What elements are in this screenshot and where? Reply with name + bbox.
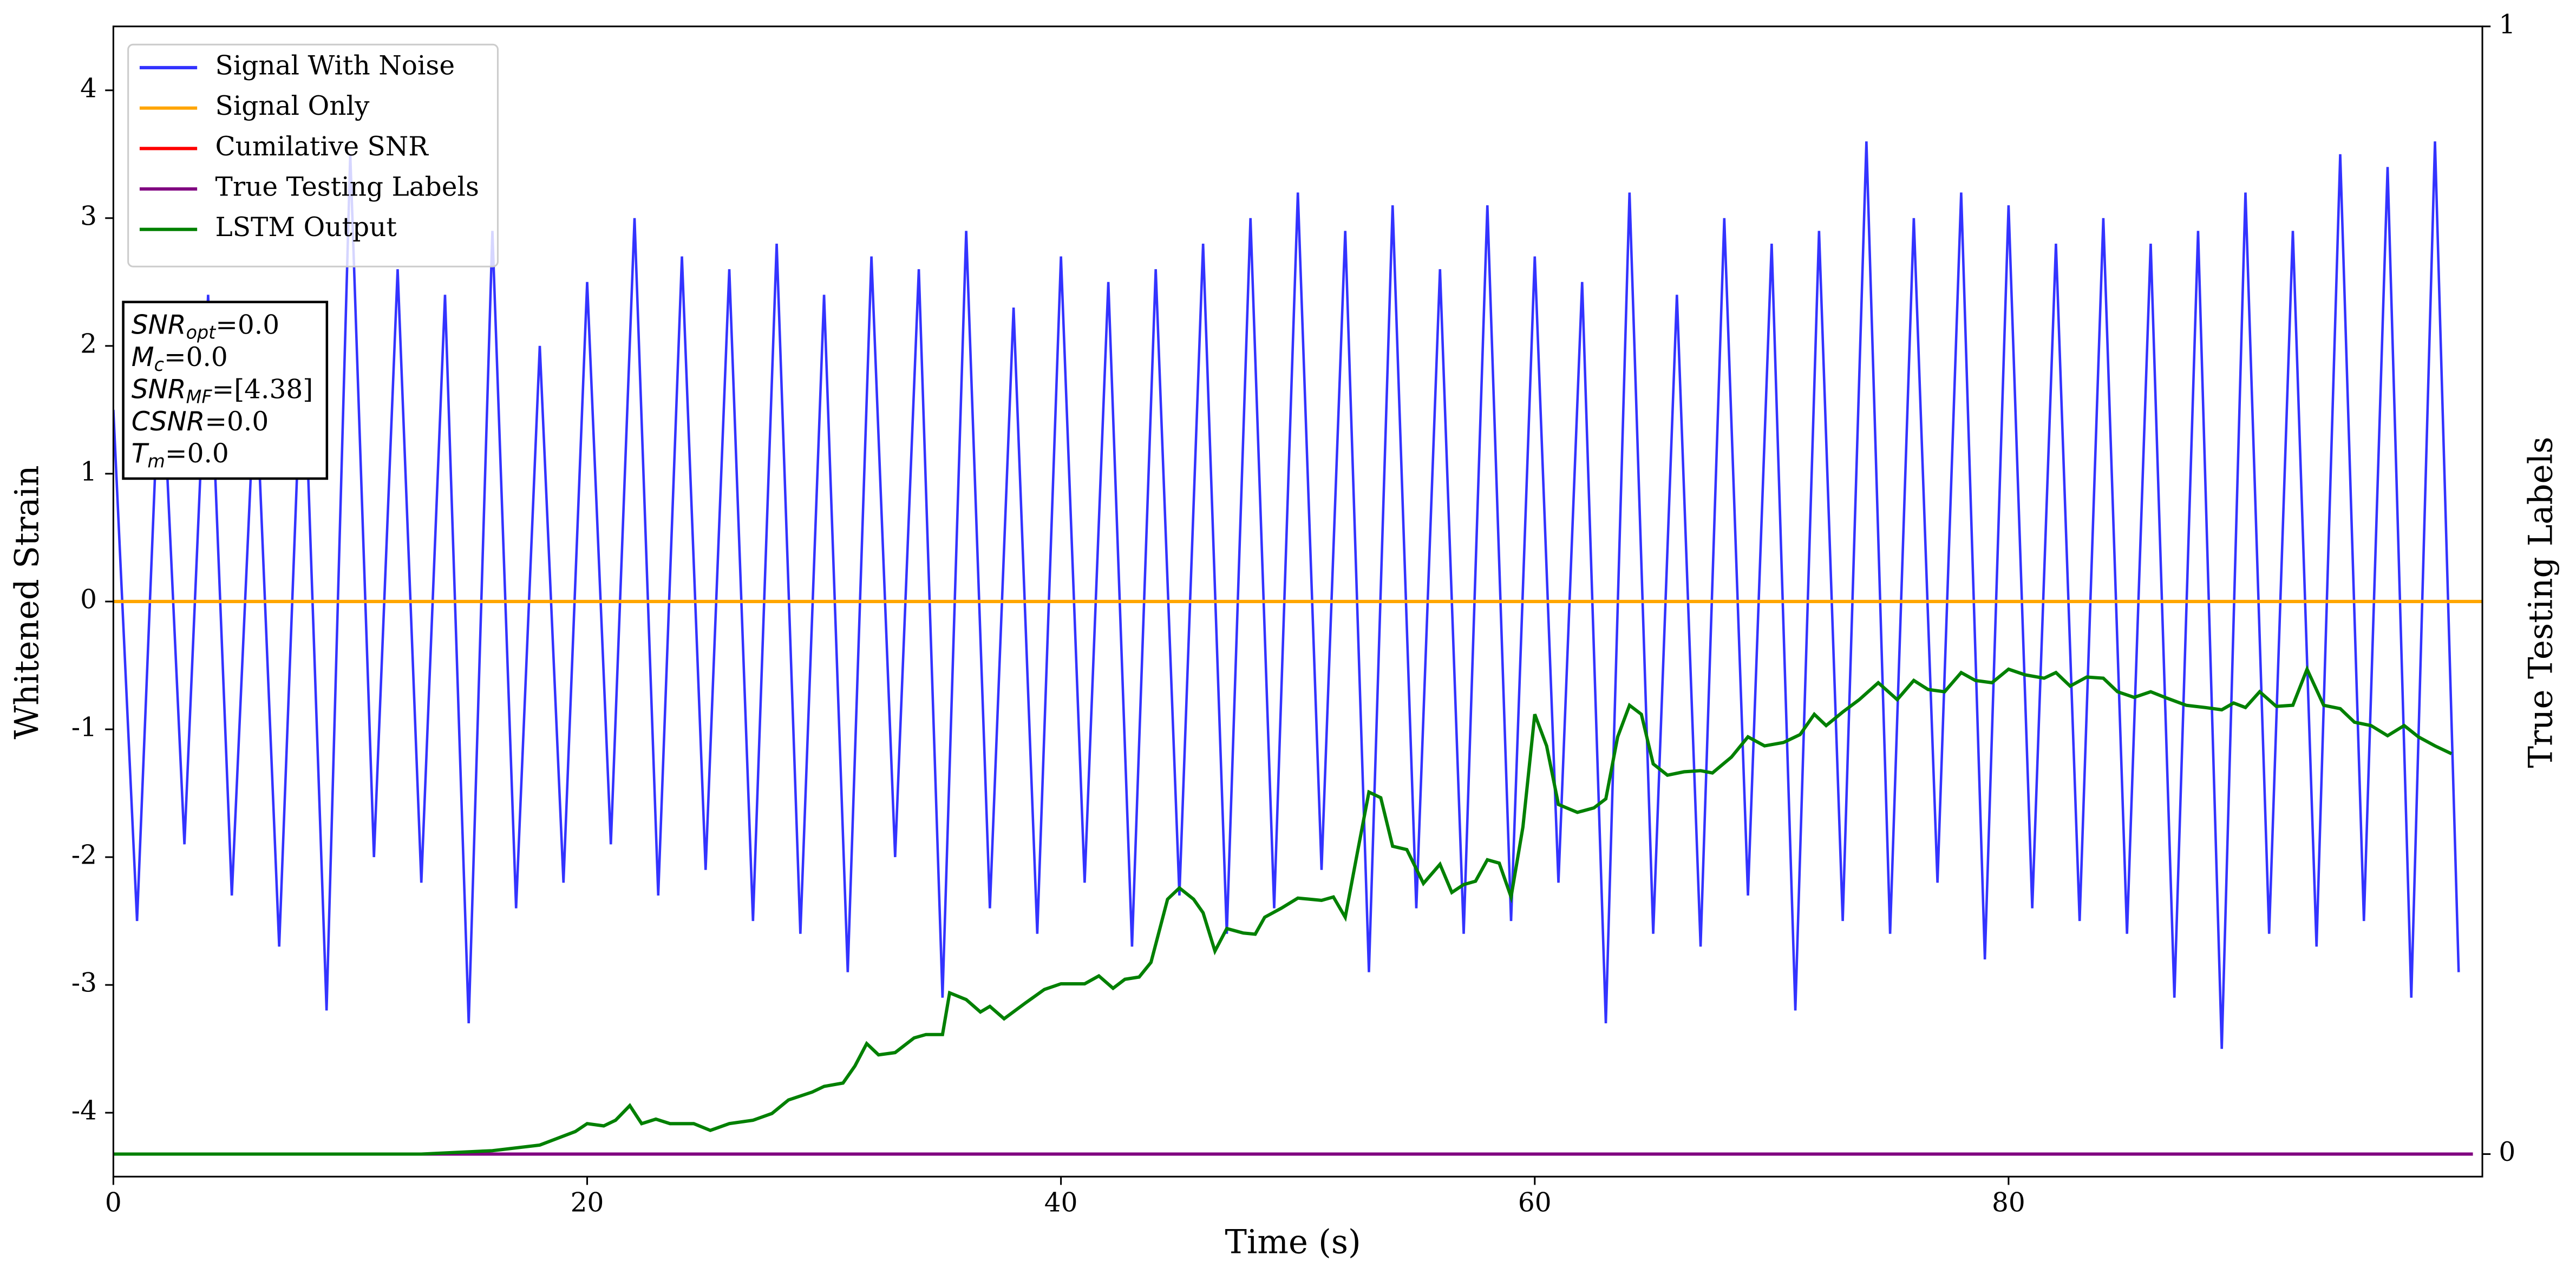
- legend-label: Signal Only: [215, 91, 370, 121]
- y-tick-label: 0: [80, 584, 97, 615]
- x-tick-label: 20: [571, 1187, 604, 1218]
- y2-axis-label: True Testing Labels: [2522, 436, 2560, 768]
- annotation-subscript: opt: [186, 322, 217, 343]
- legend-label: Signal With Noise: [215, 50, 455, 81]
- y-tick-label: 2: [80, 329, 97, 359]
- series-line: [113, 141, 2460, 1049]
- annotation-line: Mc=0.0: [132, 342, 228, 375]
- legend-box: [127, 43, 499, 267]
- annotation-subscript: m: [147, 450, 165, 472]
- annotation-value: =0.0: [165, 439, 229, 469]
- legend-label: LSTM Output: [215, 212, 397, 243]
- annotation-value: =0.0: [215, 310, 279, 340]
- y-tick-label: 4: [80, 73, 97, 103]
- y-tick-label: 1: [80, 456, 97, 487]
- y-tick-label: 3: [80, 201, 97, 231]
- x-axis-label: Time (s): [1225, 1223, 1361, 1261]
- annotation-symbol: T: [132, 439, 149, 469]
- annotation-line: SNRMF=[4.38]: [132, 374, 313, 407]
- y-tick-label: -2: [71, 840, 97, 870]
- y-tick-label: -3: [71, 968, 97, 998]
- y-tick-label: -4: [71, 1096, 97, 1126]
- legend-label: Cumilative SNR: [215, 132, 429, 162]
- series-line: [113, 665, 2453, 1156]
- annotation-subscript: MF: [186, 386, 213, 407]
- annotation-symbol: CSNR: [132, 407, 205, 437]
- x-tick-label: 0: [105, 1187, 122, 1218]
- annotation-value: =0.0: [205, 406, 269, 436]
- annotation-line: Tm=0.0: [132, 439, 229, 472]
- annotation-line: SNRopt=0.0: [132, 310, 279, 343]
- annotation-symbol: M: [132, 342, 154, 373]
- annotation-symbol: SNR: [132, 374, 186, 404]
- y-axis-label: Whitened Strain: [9, 465, 47, 739]
- x-tick-label: 60: [1518, 1187, 1552, 1218]
- legend-label: True Testing Labels: [215, 172, 479, 202]
- y-tick-label: -1: [71, 712, 97, 742]
- annotation-value: =0.0: [164, 342, 228, 372]
- y2-tick-label: 1: [2499, 9, 2515, 40]
- annotation-symbol: SNR: [132, 310, 186, 340]
- annotation-value: =[4.38]: [212, 374, 313, 404]
- annotation-box: [122, 300, 329, 480]
- annotation-subscript: c: [154, 354, 164, 375]
- annotation-line: CSNR=0.0: [132, 406, 269, 437]
- x-tick-label: 80: [1992, 1187, 2025, 1218]
- x-tick-label: 40: [1044, 1187, 1078, 1218]
- y2-tick-label: 0: [2499, 1137, 2515, 1167]
